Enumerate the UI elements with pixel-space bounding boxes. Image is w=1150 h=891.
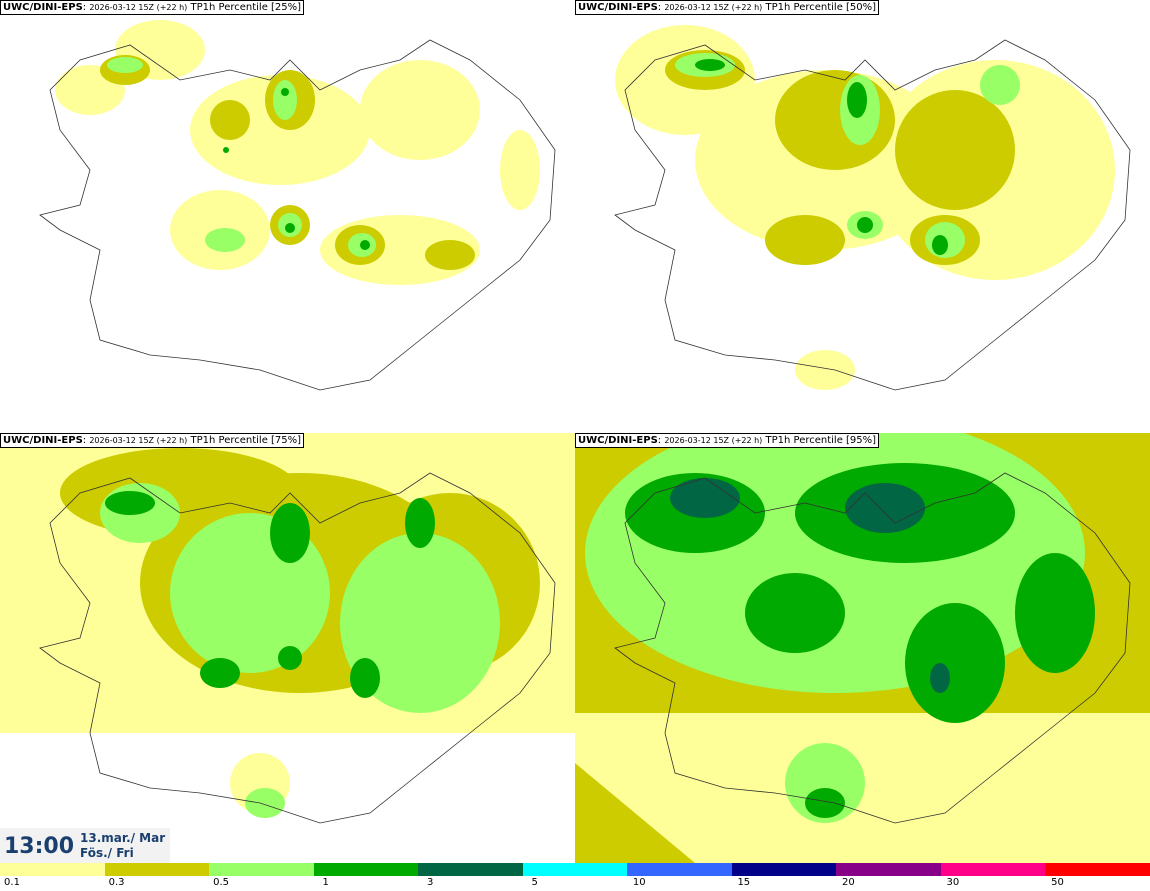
precip-map-p50 [614, 25, 1131, 391]
model-name: UWC/DINI-EPS [3, 435, 83, 446]
colorbar-tick-label: 1 [322, 877, 329, 888]
colorbar-segment [522, 863, 628, 876]
colorbar-tick-label: 5 [531, 877, 538, 888]
colorbar-tick-label: 30 [946, 877, 960, 888]
field-label: TP1h Percentile [50%] [765, 2, 877, 13]
run-time: 2026-03-12 15Z (+22 h) [89, 3, 188, 12]
panel-title-p25: UWC/DINI-EPS: 2026-03-12 15Z (+22 h) TP1… [0, 0, 305, 15]
colorbar-segment [731, 863, 837, 876]
map-panel-p25: UWC/DINI-EPS: 2026-03-12 15Z (+22 h) TP1… [0, 0, 575, 430]
map-panel-p95: UWC/DINI-EPS: 2026-03-12 15Z (+22 h) TP1… [575, 433, 1150, 863]
run-time: 2026-03-12 15Z (+22 h) [664, 3, 763, 12]
valid-date-line2: Fös./ Fri [80, 846, 134, 860]
colorbar-tick-label: 0.1 [4, 877, 20, 888]
colorbar-tick-label: 10 [632, 877, 646, 888]
field-label: TP1h Percentile [95%] [765, 435, 877, 446]
panel-title-p50: UWC/DINI-EPS: 2026-03-12 15Z (+22 h) TP1… [575, 0, 880, 15]
colorbar-tick-label: 0.3 [108, 877, 125, 888]
field-label: TP1h Percentile [25%] [190, 2, 302, 13]
colorbar-segment [627, 863, 732, 876]
model-name: UWC/DINI-EPS [578, 435, 658, 446]
colorbar-segment [209, 863, 314, 876]
run-time: 2026-03-12 15Z (+22 h) [664, 436, 763, 445]
colorbar-segment [0, 863, 105, 876]
model-name: UWC/DINI-EPS [578, 2, 658, 13]
colorbar-ticks: 0.1 0.3 0.5 1 3 5 10 15 20 30 50 [0, 877, 1150, 891]
colorbar-tick-label: 15 [737, 877, 751, 888]
colorbar-segment [940, 863, 1046, 876]
map-panel-p50: UWC/DINI-EPS: 2026-03-12 15Z (+22 h) TP1… [575, 0, 1150, 430]
panel-title-p95: UWC/DINI-EPS: 2026-03-12 15Z (+22 h) TP1… [575, 433, 880, 448]
precip-map-p25 [39, 20, 556, 391]
colorbar-tick-label: 20 [841, 877, 855, 888]
precip-map-p95 [575, 433, 1150, 863]
colorbar-tick-label: 50 [1051, 877, 1064, 888]
valid-time: 13:00 [4, 834, 75, 859]
model-name: UWC/DINI-EPS [3, 2, 83, 13]
valid-time-box: 13:00 13.mar./ Mar Fös./ Fri [0, 828, 170, 863]
valid-date-line1: 13.mar./ Mar [80, 831, 166, 845]
colorbar-segment [1045, 863, 1150, 876]
colorbar-segment [836, 863, 941, 876]
colorbar-tick-label: 3 [426, 877, 434, 888]
panel-title-p75: UWC/DINI-EPS: 2026-03-12 15Z (+22 h) TP1… [0, 433, 305, 448]
field-label: TP1h Percentile [75%] [190, 435, 302, 446]
valid-date: 13.mar./ Mar Fös./ Fri [80, 831, 165, 861]
colorbar-segment [313, 863, 419, 876]
colorbar [0, 863, 1150, 876]
run-time: 2026-03-12 15Z (+22 h) [89, 436, 188, 445]
colorbar-segment [104, 863, 210, 876]
precip-map-p75 [0, 433, 575, 824]
colorbar-tick-label: 0.5 [213, 877, 230, 888]
colorbar-segment [418, 863, 523, 876]
map-panel-p75: UWC/DINI-EPS: 2026-03-12 15Z (+22 h) TP1… [0, 433, 575, 863]
